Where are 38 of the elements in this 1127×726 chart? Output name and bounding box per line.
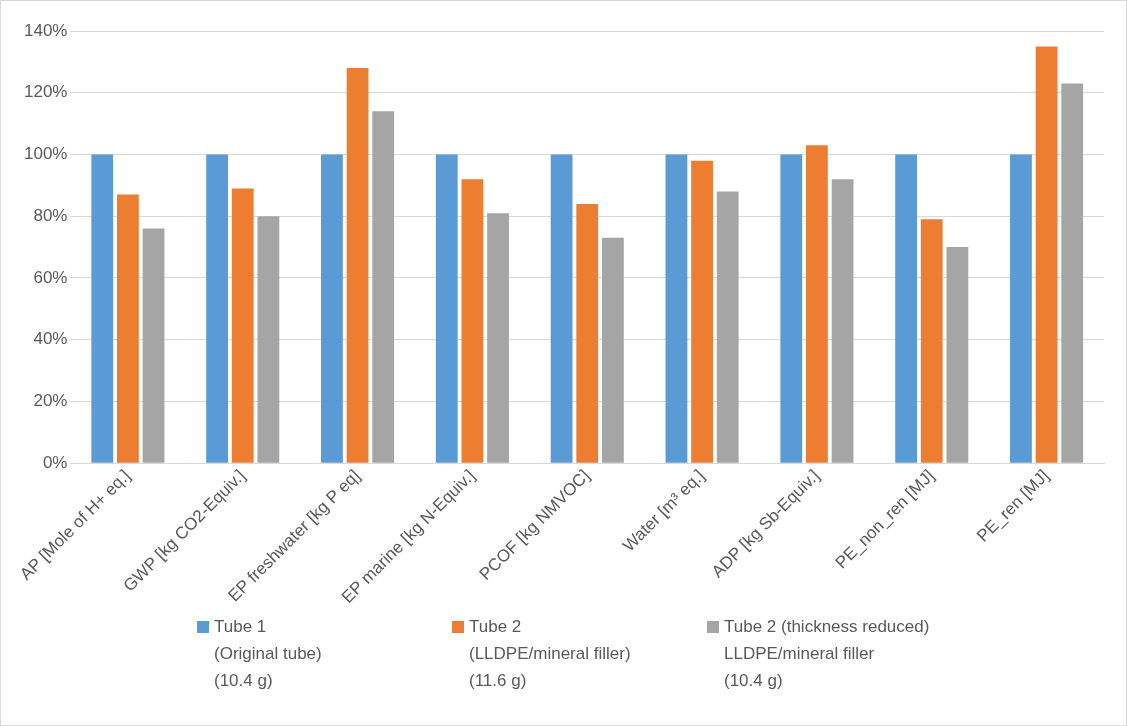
bar	[461, 179, 484, 463]
bar	[895, 154, 917, 463]
bar	[550, 154, 573, 463]
y-tick-label: 60%	[33, 267, 68, 287]
bar	[1035, 46, 1058, 463]
bar	[920, 219, 943, 463]
bar	[716, 191, 739, 463]
bar	[91, 154, 114, 463]
y-tick-label: 100%	[24, 144, 68, 164]
y-tick-label: 0%	[42, 452, 68, 472]
bar	[257, 216, 280, 463]
y-tick-label: 80%	[33, 205, 68, 225]
bar	[946, 247, 969, 463]
bar	[435, 154, 458, 463]
bar	[321, 154, 343, 463]
y-tick-label: 40%	[33, 329, 68, 349]
bar	[142, 228, 165, 463]
bar	[601, 237, 624, 463]
bar	[691, 160, 713, 463]
bar	[206, 154, 228, 463]
bar	[806, 145, 828, 463]
bar	[831, 179, 854, 463]
bar	[346, 68, 369, 463]
bar	[576, 203, 599, 463]
bar	[1010, 154, 1032, 463]
bar	[487, 213, 509, 463]
legend-label: Tube 1 (Original tube) (10.4 g)	[214, 616, 322, 692]
bar	[780, 154, 803, 463]
bar	[117, 194, 139, 463]
y-tick-label: 120%	[24, 82, 68, 102]
legend-label: Tube 2 (LLDPE/mineral filler) (11.6 g)	[469, 616, 631, 692]
bar	[665, 154, 688, 463]
bar	[231, 188, 254, 463]
bar	[1061, 83, 1084, 463]
y-tick-label: 20%	[33, 391, 68, 411]
y-tick-label: 140%	[24, 20, 68, 40]
legend-label: Tube 2 (thickness reduced) LLDPE/mineral filler (10.4 g)	[724, 616, 930, 692]
bar	[372, 111, 395, 463]
